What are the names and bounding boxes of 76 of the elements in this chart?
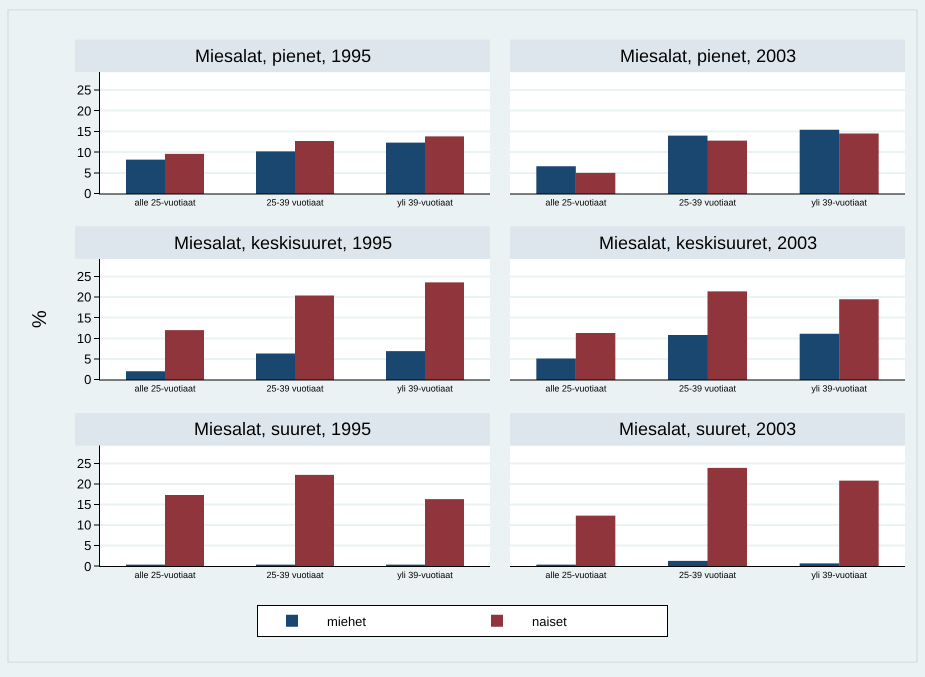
x-tick-label: 25-39 vuotiaat [678,197,737,208]
bar [165,495,204,566]
bar [295,296,334,380]
bar [256,354,295,380]
bar [425,282,464,380]
bar [295,140,334,194]
chart-title: Miesalat, pienet, 2003 [620,46,796,66]
y-tick-label: 15 [76,497,92,512]
bar [800,130,840,194]
x-tick-label: alle 25-vuotiaat [545,383,607,394]
x-tick-label: alle 25-vuotiaat [545,570,607,580]
bar [425,136,464,194]
bar [386,142,425,194]
y-tick-label: 5 [84,351,92,366]
x-tick-label: yli 39-vuotiaat [811,570,868,580]
bar [668,335,708,380]
bar [425,499,464,566]
x-tick-label: yli 39-vuotiaat [811,197,868,208]
y-tick-label: 25 [76,82,92,98]
legend-label: miehet [327,614,366,629]
legend-label: naiset [532,614,568,629]
chart-title: Miesalat, pienet, 1995 [195,46,372,66]
bar [708,140,747,194]
y-tick-label: 0 [84,186,92,202]
bar [668,560,708,566]
x-tick-label: yli 39-vuotiaat [397,197,454,208]
y-tick-label: 0 [84,372,92,388]
bar [536,166,576,194]
x-tick-label: 25-39 vuotiaat [266,197,324,208]
x-tick-label: alle 25-vuotiaat [545,197,607,208]
y-tick-label: 15 [76,310,92,326]
y-tick-label: 5 [84,538,92,554]
y-tick-label: 20 [76,476,92,492]
bar [256,151,295,194]
y-tick-label: 20 [76,103,92,118]
chart-title: Miesalat, keskisuuret, 2003 [599,233,818,253]
bar [839,134,879,194]
bar [165,330,204,380]
bar [386,351,425,380]
chart-title: Miesalat, keskisuuret, 1995 [174,233,392,253]
x-tick-label: 25-39 vuotiaat [678,383,737,394]
y-tick-label: 25 [76,269,92,284]
y-tick-label: 10 [76,518,92,533]
bar [576,172,616,194]
bar [708,291,747,380]
bar [708,468,747,566]
y-axis-title: % [28,310,51,328]
x-tick-label: alle 25-vuotiaat [134,383,196,394]
bar [839,480,879,566]
x-tick-label: yli 39-vuotiaat [397,383,454,394]
y-tick-label: 5 [84,165,92,180]
bar [536,358,576,380]
bar [576,516,616,566]
bar [126,371,165,380]
x-tick-label: alle 25-vuotiaat [134,570,196,580]
y-tick-label: 0 [84,558,92,574]
y-tick-label: 20 [76,290,92,305]
bar [295,474,334,566]
x-tick-label: yli 39-vuotiaat [397,570,454,580]
x-tick-label: 25-39 vuotiaat [678,570,737,580]
x-tick-label: yli 39-vuotiaat [811,383,868,394]
y-tick-label: 15 [76,124,92,140]
bar [839,299,879,380]
x-tick-label: 25-39 vuotiaat [266,570,324,580]
bar [800,334,840,380]
y-tick-label: 25 [76,456,92,471]
chart-title: Miesalat, suuret, 2003 [619,419,796,439]
bar [668,136,708,194]
y-tick-label: 10 [76,330,92,346]
bar [576,332,616,380]
x-tick-label: alle 25-vuotiaat [134,197,196,208]
chart-title: Miesalat, suuret, 1995 [194,419,372,439]
bar [165,154,204,194]
bar [126,160,165,194]
y-tick-label: 10 [76,144,92,160]
x-tick-label: 25-39 vuotiaat [266,383,324,394]
